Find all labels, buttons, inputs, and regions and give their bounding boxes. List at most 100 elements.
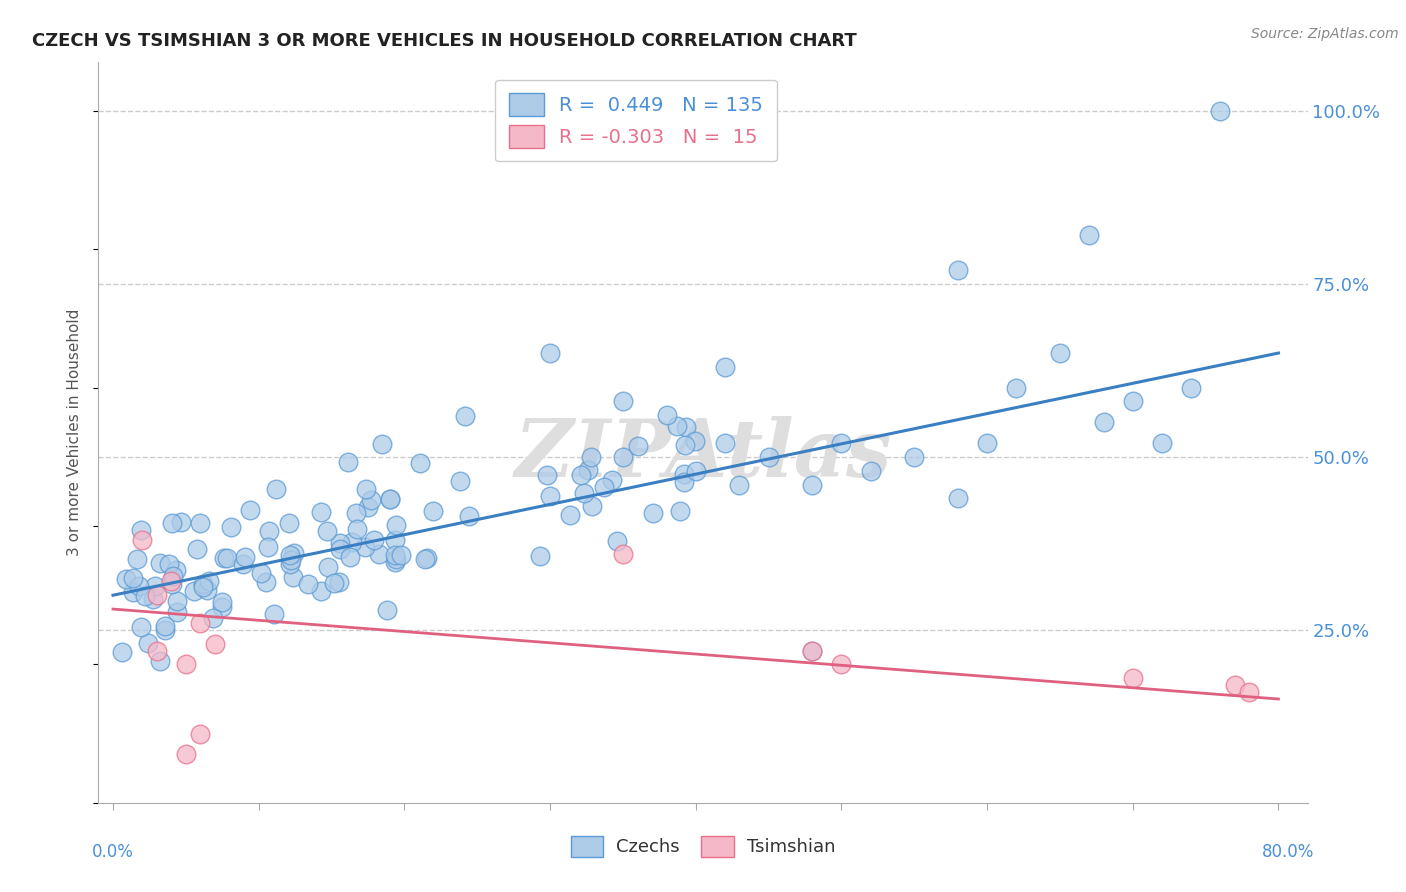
Point: [673, 438, 696, 452]
Point: [322, 576, 344, 591]
Legend: Czechs, Tsimshian: Czechs, Tsimshian: [564, 829, 842, 864]
Point: [801, 643, 824, 657]
Point: [160, 574, 183, 589]
Point: [903, 450, 925, 464]
Point: [1223, 678, 1246, 692]
Point: [830, 657, 852, 672]
Point: [353, 540, 375, 554]
Point: [409, 456, 432, 470]
Point: [215, 551, 238, 566]
Point: [166, 593, 188, 607]
Point: [233, 549, 256, 564]
Point: [169, 515, 191, 529]
Point: [145, 643, 167, 657]
Point: [198, 574, 221, 588]
Point: [592, 480, 614, 494]
Point: [536, 468, 558, 483]
Point: [311, 506, 333, 520]
Point: [211, 595, 233, 609]
Point: [946, 263, 969, 277]
Point: [669, 503, 692, 517]
Point: [190, 615, 212, 630]
Point: [329, 536, 352, 550]
Point: [193, 577, 215, 591]
Point: [714, 436, 737, 450]
Point: [131, 620, 153, 634]
Point: [655, 409, 678, 423]
Point: [384, 555, 406, 569]
Point: [160, 577, 183, 591]
Text: CZECH VS TSIMSHIAN 3 OR MORE VEHICLES IN HOUSEHOLD CORRELATION CHART: CZECH VS TSIMSHIAN 3 OR MORE VEHICLES IN…: [32, 32, 856, 50]
Point: [143, 579, 166, 593]
Text: Source: ZipAtlas.com: Source: ZipAtlas.com: [1251, 27, 1399, 41]
Point: [384, 533, 406, 547]
Point: [297, 577, 319, 591]
Point: [204, 637, 226, 651]
Text: 80.0%: 80.0%: [1263, 843, 1315, 861]
Point: [128, 579, 150, 593]
Point: [329, 542, 352, 557]
Point: [339, 549, 361, 564]
Point: [375, 602, 398, 616]
Point: [191, 580, 214, 594]
Point: [1092, 415, 1115, 429]
Point: [830, 436, 852, 450]
Point: [125, 552, 148, 566]
Point: [579, 450, 602, 465]
Point: [356, 483, 378, 497]
Point: [558, 508, 581, 522]
Point: [422, 504, 444, 518]
Point: [1150, 436, 1173, 450]
Point: [415, 550, 437, 565]
Point: [186, 541, 208, 556]
Point: [174, 747, 197, 762]
Point: [214, 550, 236, 565]
Point: [281, 570, 304, 584]
Point: [257, 540, 280, 554]
Point: [254, 574, 277, 589]
Point: [946, 491, 969, 506]
Point: [280, 558, 302, 572]
Point: [675, 419, 697, 434]
Point: [1078, 228, 1101, 243]
Point: [188, 516, 211, 531]
Point: [457, 508, 479, 523]
Point: [612, 547, 634, 561]
Point: [357, 500, 380, 515]
Point: [1209, 103, 1232, 118]
Point: [538, 489, 561, 503]
Point: [149, 654, 172, 668]
Point: [344, 506, 367, 520]
Point: [115, 572, 138, 586]
Point: [162, 516, 184, 530]
Point: [360, 493, 382, 508]
Point: [1122, 671, 1144, 685]
Point: [219, 519, 242, 533]
Point: [363, 533, 385, 548]
Point: [413, 552, 436, 566]
Point: [801, 477, 824, 491]
Point: [641, 506, 664, 520]
Point: [250, 566, 273, 580]
Point: [576, 463, 599, 477]
Point: [190, 726, 212, 740]
Point: [538, 346, 561, 360]
Point: [683, 434, 706, 449]
Point: [581, 499, 603, 513]
Point: [859, 464, 882, 478]
Point: [606, 534, 628, 549]
Point: [149, 556, 172, 570]
Point: [131, 523, 153, 537]
Point: [264, 482, 287, 496]
Point: [384, 548, 406, 562]
Point: [378, 492, 401, 507]
Point: [157, 557, 180, 571]
Point: [529, 549, 551, 563]
Point: [111, 645, 134, 659]
Point: [380, 491, 402, 506]
Point: [728, 477, 751, 491]
Point: [142, 591, 165, 606]
Point: [572, 486, 595, 500]
Text: ZIPAtlas: ZIPAtlas: [515, 416, 891, 493]
Point: [673, 467, 696, 482]
